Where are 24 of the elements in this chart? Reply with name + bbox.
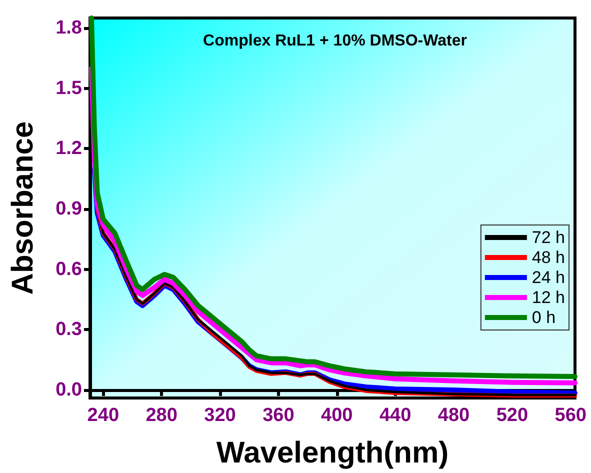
x-tick-label: 480 <box>438 405 470 426</box>
legend-label: 48 h <box>532 248 566 267</box>
x-tick-label: 400 <box>321 405 353 426</box>
legend-label: 12 h <box>532 288 566 307</box>
x-tick-label: 280 <box>146 405 178 426</box>
legend-label: 24 h <box>532 268 566 287</box>
y-tick-label: 1.2 <box>56 138 82 160</box>
x-tick-label: 360 <box>262 405 294 426</box>
y-tick-label: 0.6 <box>56 258 82 280</box>
x-tick-label: 240 <box>87 405 119 426</box>
text: Complex RuL1 + 10% DMSO-Water <box>203 32 467 50</box>
legend-label: 72 h <box>532 228 566 247</box>
y-axis-title: Absorbance <box>6 121 40 295</box>
x-tick-label: 440 <box>379 405 412 426</box>
legend-label: 0 h <box>532 308 556 327</box>
y-tick-label: 1.8 <box>56 18 82 39</box>
x-tick-label: 520 <box>496 405 528 426</box>
y-tick-label: 0.9 <box>56 198 82 220</box>
x-tick-label: 320 <box>204 405 236 426</box>
y-tick-label: 1.5 <box>56 78 82 99</box>
x-axis-title: Wavelength(nm) <box>216 436 449 470</box>
y-tick-label: 0.0 <box>56 379 82 400</box>
y-tick-label: 0.3 <box>56 319 82 340</box>
x-tick-label: 560 <box>554 405 586 426</box>
